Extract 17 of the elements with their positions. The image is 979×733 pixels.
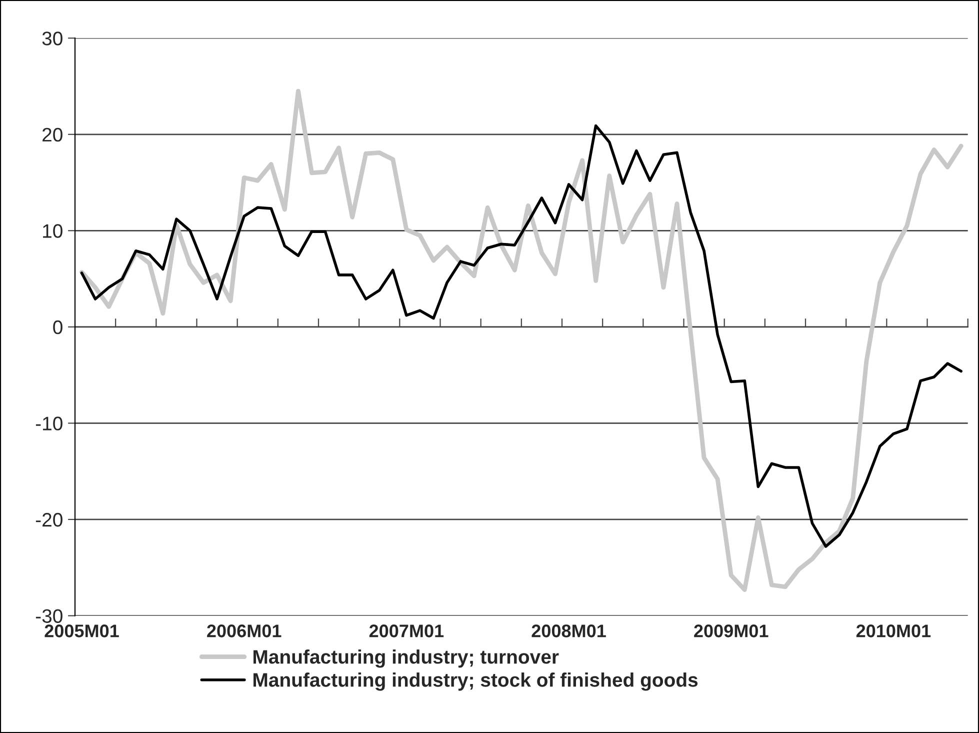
- x-tick-label: 2007M01: [369, 624, 444, 638]
- legend-label: Manufacturing industry; stock of finished goods: [254, 672, 698, 691]
- line-series: [80, 88, 964, 592]
- legend-label: Manufacturing industry; turnover: [254, 649, 559, 668]
- y-tick-label: 10: [43, 224, 62, 238]
- x-tick-label: 2005M01: [44, 624, 119, 638]
- y-tick-label: 0: [53, 320, 62, 334]
- y-tick-label: 20: [42, 128, 62, 142]
- x-tick-label: 2009M01: [694, 624, 768, 638]
- y-tick-label: -30: [36, 609, 62, 623]
- x-tick-label: 2008M01: [532, 624, 606, 638]
- y-tick-label: -20: [36, 512, 62, 527]
- line-series: [80, 124, 962, 548]
- x-tick-label: 2010M01: [856, 624, 931, 638]
- x-tick-label: 2006M01: [207, 624, 282, 638]
- y-tick-label: -10: [36, 416, 62, 430]
- y-tick-label: 30: [42, 32, 62, 46]
